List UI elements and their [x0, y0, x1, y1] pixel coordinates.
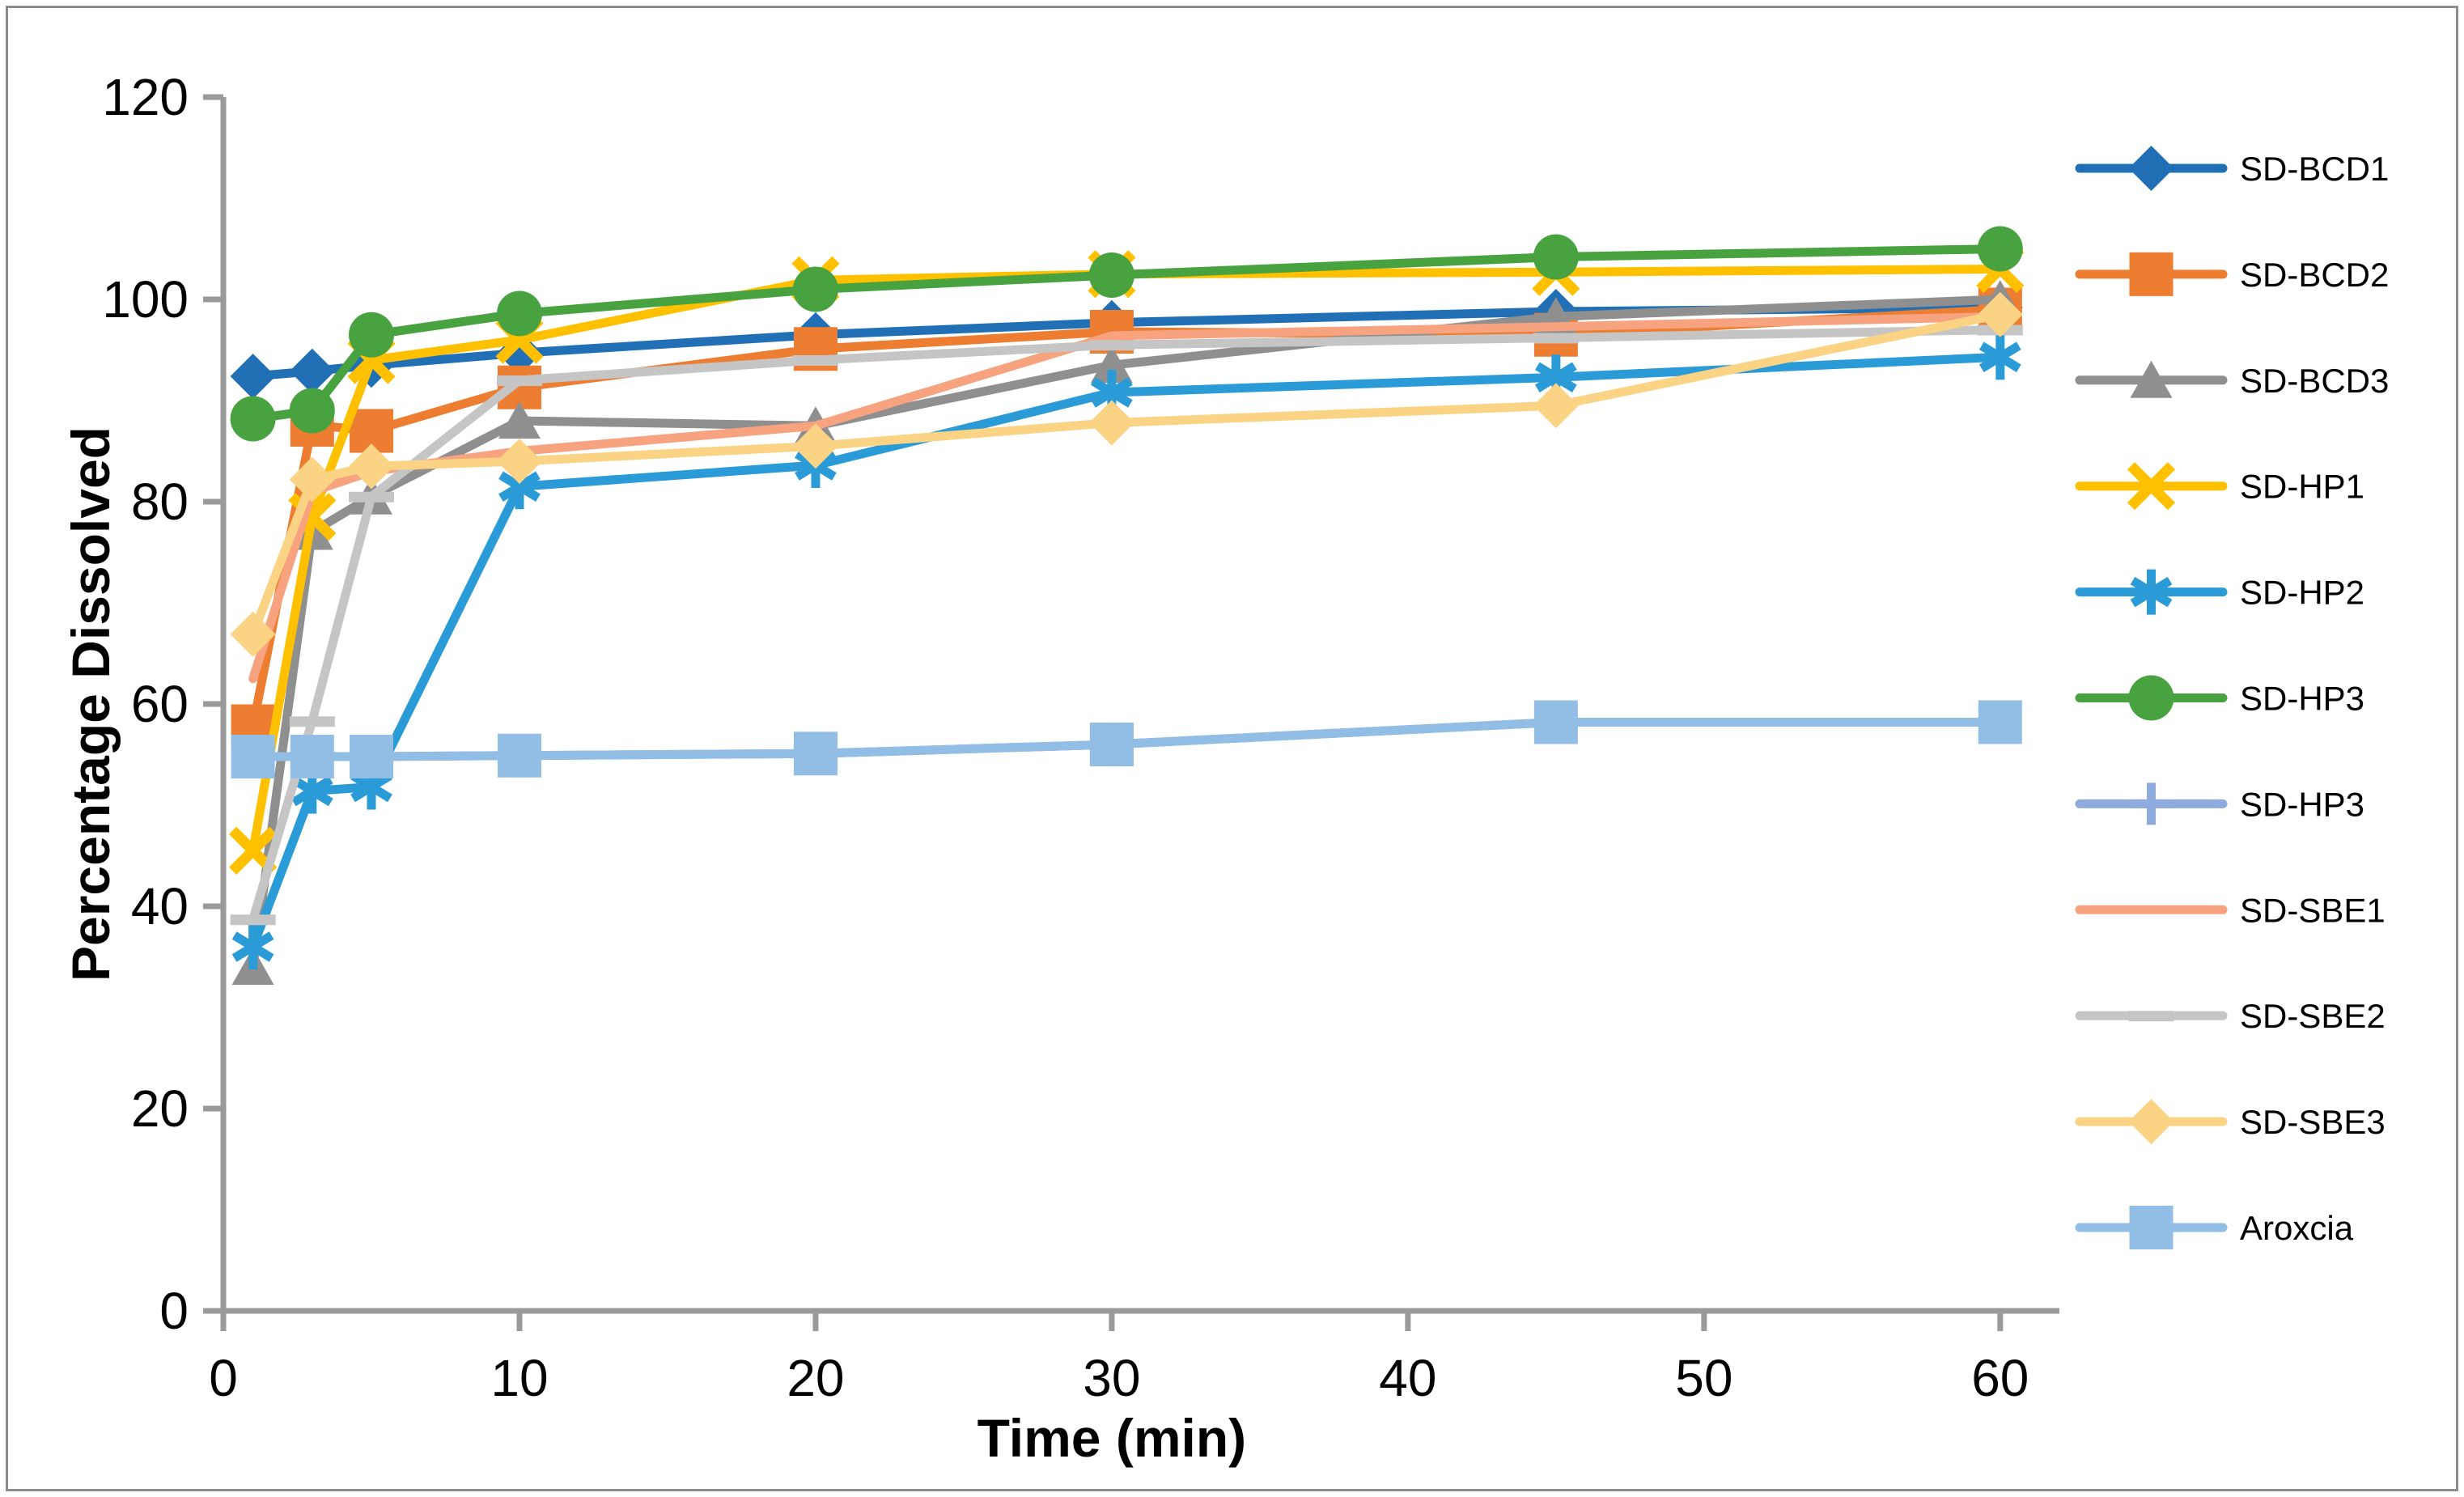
x-tick-label: 10	[490, 1349, 548, 1407]
circle-marker	[1977, 226, 2023, 272]
y-tick-label: 60	[131, 675, 189, 733]
series-aroxcia-10	[231, 700, 2022, 778]
square-marker	[793, 732, 838, 776]
dash-marker	[496, 375, 542, 386]
dash-marker	[1533, 333, 1579, 344]
legend-label: SD-SBE3	[2240, 1103, 2386, 1141]
dash-marker	[2128, 1011, 2174, 1022]
square-marker	[2129, 252, 2173, 296]
square-marker	[1089, 723, 1134, 766]
circle-marker	[792, 266, 838, 312]
diamond-marker	[2128, 1099, 2174, 1145]
diamond-marker	[1977, 291, 2023, 337]
circle-marker	[230, 396, 276, 442]
square-marker	[290, 735, 334, 778]
circle-marker	[1088, 252, 1134, 298]
dash-marker	[1088, 340, 1134, 351]
diamond-marker	[289, 348, 335, 394]
axes	[203, 94, 2059, 1331]
diamond-marker	[1088, 400, 1134, 446]
legend-label: SD-HP3	[2240, 680, 2364, 718]
y-tick-label: 20	[131, 1079, 189, 1138]
x-tick-label: 60	[1971, 1349, 2029, 1407]
legend-label: SD-SBE2	[2240, 997, 2386, 1035]
y-tick-label: 0	[159, 1282, 189, 1340]
dash-marker	[792, 355, 838, 366]
asterisk-marker	[231, 924, 274, 969]
plus-marker	[2130, 782, 2173, 825]
series-line	[248, 352, 2005, 952]
legend-item-sd-bcd3-2: SD-BCD3	[2075, 360, 2389, 400]
x-tick-label: 30	[1083, 1349, 1140, 1407]
square-marker	[1533, 700, 1578, 744]
legend-label: Aroxcia	[2240, 1209, 2354, 1247]
circle-marker	[496, 290, 542, 337]
circle-marker	[289, 388, 335, 434]
legend-label: SD-HP3	[2240, 785, 2364, 823]
asterisk-marker	[2130, 569, 2173, 615]
x-tick-label: 0	[209, 1349, 238, 1407]
series-sd-sbe2-8	[230, 324, 2023, 926]
legend-item-sd-hp3-5: SD-HP3	[2075, 675, 2364, 721]
series-sd-hp3-5	[230, 226, 2023, 442]
diamond-marker	[2128, 146, 2174, 191]
y-tick-label: 80	[131, 473, 189, 531]
diamond-marker	[1533, 383, 1579, 429]
x-tick-label: 50	[1675, 1349, 1732, 1407]
circle-marker	[348, 312, 394, 358]
dash-marker	[230, 914, 276, 926]
legend-item-sd-bcd2-1: SD-BCD2	[2075, 252, 2389, 296]
square-marker	[231, 735, 275, 778]
series-sd-sbe3-9	[230, 291, 2023, 657]
legend-label: SD-BCD1	[2240, 150, 2389, 188]
legend-item-sd-sbe1-7: SD-SBE1	[2075, 891, 2386, 929]
diamond-marker	[496, 439, 542, 484]
legend-label: SD-SBE1	[2240, 891, 2386, 929]
circle-marker	[2128, 675, 2174, 721]
y-axis-title: Percentage Dissolved	[61, 426, 121, 982]
y-tick-label: 120	[102, 68, 189, 126]
legend-item-sd-bcd1-0: SD-BCD1	[2075, 146, 2389, 191]
circle-marker	[1533, 234, 1579, 280]
dash-marker	[348, 491, 394, 503]
legend: SD-BCD1 SD-BCD2 SD-BCD3 SD-HP1 SD-HP2 SD-HP3 S…	[2075, 146, 2389, 1249]
y-tick-label: 40	[131, 877, 189, 935]
legend-label: SD-HP1	[2240, 468, 2364, 506]
triangle-marker	[498, 401, 541, 439]
legend-label: SD-HP2	[2240, 574, 2364, 612]
legend-item-sd-hp2-4: SD-HP2	[2075, 569, 2364, 615]
square-marker	[497, 733, 541, 778]
x-tick-label: 40	[1379, 1349, 1436, 1407]
legend-label: SD-BCD2	[2240, 256, 2389, 294]
square-marker	[2129, 1206, 2173, 1249]
triangle-marker	[2130, 360, 2173, 398]
y-tick-label: 100	[102, 270, 189, 329]
diamond-marker	[348, 443, 394, 490]
asterisk-marker	[1978, 334, 2021, 380]
x-marker	[2127, 462, 2176, 511]
diamond-marker	[230, 354, 276, 399]
y-tick-labels: 0 20 40 60 80 100 120	[102, 68, 189, 1340]
square-marker	[1978, 700, 2022, 744]
legend-item-sd-sbe3-9: SD-SBE3	[2075, 1099, 2386, 1145]
dash-marker	[289, 716, 335, 727]
series-line	[248, 325, 2005, 924]
series-group	[229, 226, 2025, 985]
legend-item-sd-sbe2-8: SD-SBE2	[2075, 997, 2386, 1035]
diamond-marker	[792, 423, 838, 469]
legend-label: SD-BCD3	[2240, 362, 2389, 400]
legend-item-sd-hp3-6: SD-HP3	[2075, 782, 2364, 825]
x-tick-labels: 0 10 20 30 40 50 60	[209, 1349, 2029, 1407]
legend-item-aroxcia-10: Aroxcia	[2075, 1206, 2354, 1249]
diamond-marker	[230, 611, 276, 657]
x-axis-title: Time (min)	[978, 1408, 1246, 1468]
triangle-marker	[1090, 346, 1133, 384]
legend-item-sd-hp1-3: SD-HP1	[2075, 462, 2364, 511]
diamond-marker	[289, 456, 335, 503]
x-tick-label: 20	[787, 1349, 844, 1407]
square-marker	[349, 735, 393, 778]
